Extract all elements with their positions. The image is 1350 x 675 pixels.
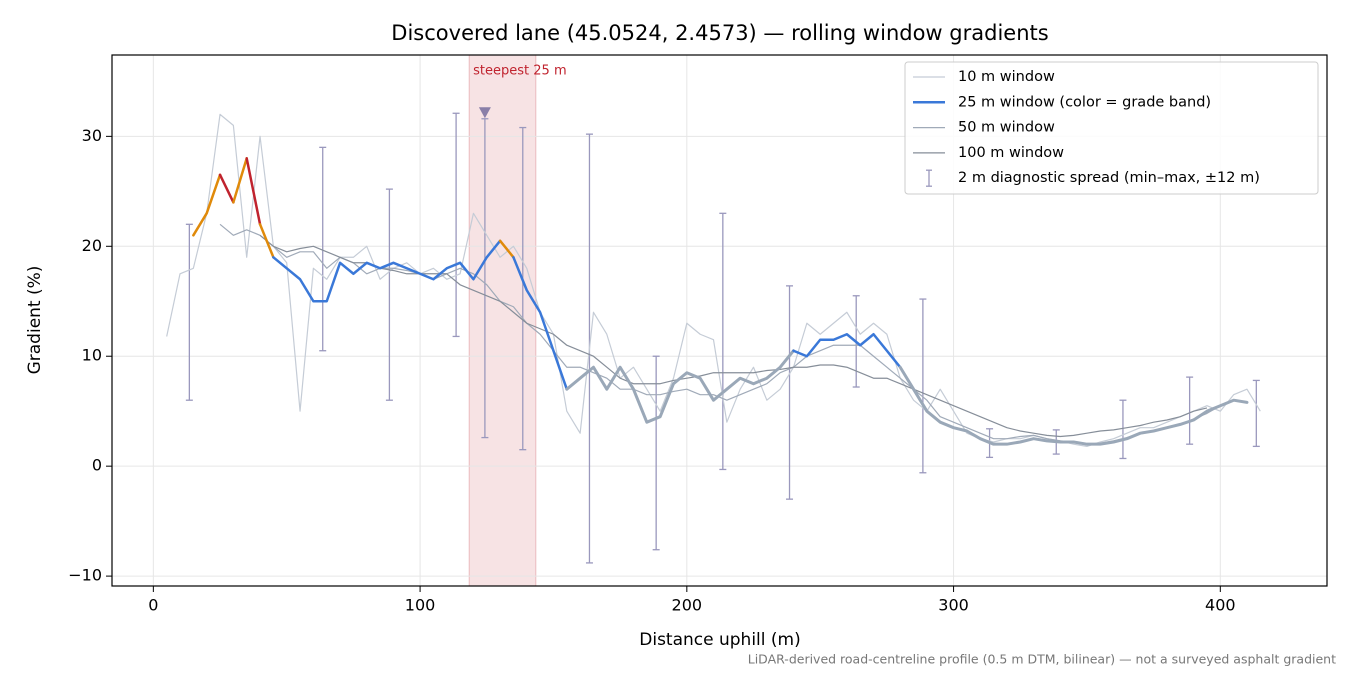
y-axis-label: Gradient (%) (25, 266, 45, 375)
line-segment (272, 239, 502, 303)
chart-title: Discovered lane (45.0524, 2.4573) — roll… (391, 21, 1048, 45)
legend-box (904, 61, 1319, 195)
steepest-marker (478, 107, 491, 119)
y-tick-label: 10 (82, 346, 102, 365)
line-segment (498, 239, 515, 259)
line (166, 113, 1261, 447)
line-segment (898, 365, 1249, 446)
line-segment (245, 157, 262, 226)
legend-label: 10 m window (958, 69, 1055, 85)
legend-label: 100 m window (958, 145, 1064, 161)
legend-label: 25 m window (color = grade band) (958, 94, 1211, 110)
x-tick-label: 100 (405, 596, 436, 615)
x-tick-label: 0 (148, 596, 158, 615)
y-tick-label: 20 (82, 236, 102, 255)
line-segment (792, 332, 902, 369)
x-tick-label: 400 (1205, 596, 1236, 615)
line (219, 223, 1221, 445)
highlight-band (468, 54, 537, 587)
x-axis-label: Distance uphill (m) (639, 630, 800, 650)
legend-label: 2 m diagnostic spread (min–max, ±12 m) (958, 170, 1260, 186)
x-tick-label: 200 (672, 596, 703, 615)
y-tick-label: 30 (82, 126, 102, 145)
line-segment (232, 157, 248, 204)
line-segment (192, 173, 222, 237)
footnote: LiDAR-derived road-centreline profile (0… (748, 652, 1336, 667)
x-tick-label: 300 (938, 596, 969, 615)
plot-frame (111, 54, 1328, 587)
line-segment (258, 223, 275, 259)
line-segment (218, 173, 235, 204)
highlight-label: steepest 25 m (473, 64, 566, 79)
y-tick-label: −10 (68, 566, 102, 585)
legend-label: 50 m window (958, 120, 1055, 136)
line-segment (512, 256, 569, 391)
y-tick-label: 0 (92, 456, 102, 475)
line-segment (565, 349, 796, 424)
